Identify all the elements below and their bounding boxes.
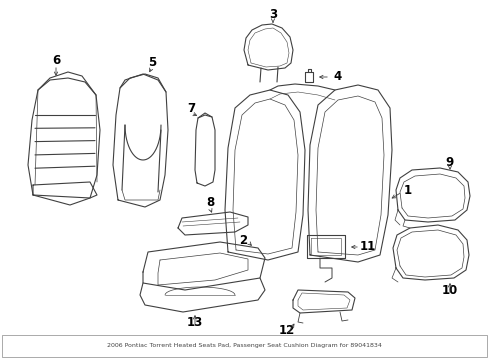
Text: 13: 13 bbox=[186, 315, 203, 328]
Text: 5: 5 bbox=[147, 55, 156, 68]
Text: 8: 8 bbox=[205, 197, 214, 210]
Text: 7: 7 bbox=[186, 102, 195, 114]
Text: 2006 Pontiac Torrent Heated Seats Pad, Passenger Seat Cushion Diagram for 890418: 2006 Pontiac Torrent Heated Seats Pad, P… bbox=[106, 343, 381, 348]
Text: 12: 12 bbox=[278, 324, 295, 337]
Text: 10: 10 bbox=[441, 284, 457, 297]
Text: 9: 9 bbox=[445, 157, 453, 170]
Text: 4: 4 bbox=[333, 69, 342, 82]
Text: 1: 1 bbox=[403, 184, 411, 197]
Text: 11: 11 bbox=[359, 239, 375, 252]
Text: 3: 3 bbox=[268, 8, 277, 21]
Text: 6: 6 bbox=[52, 54, 60, 67]
Text: 2: 2 bbox=[239, 234, 246, 247]
